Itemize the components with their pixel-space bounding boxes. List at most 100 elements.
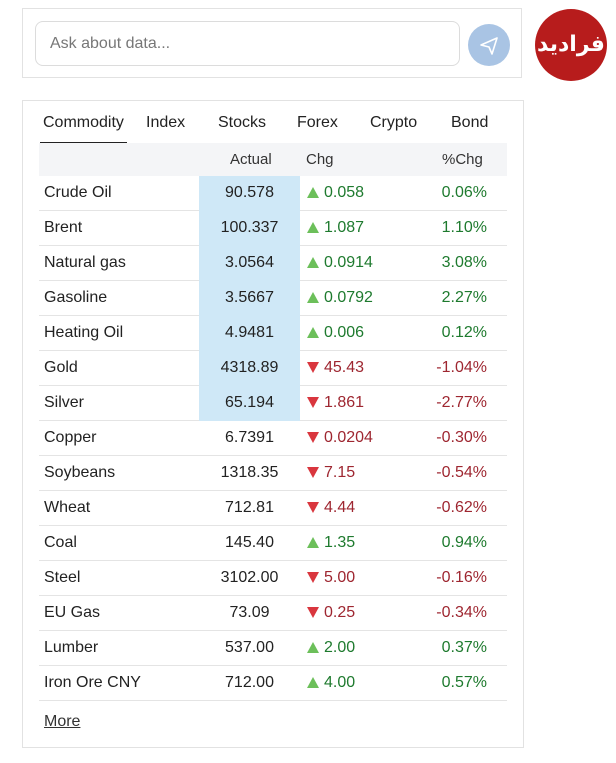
highlight [199,281,300,316]
tab[interactable]: Forex [297,114,338,131]
change-value: 4.44 [324,499,356,516]
table-row: Lumber 537.00 2.00 0.37% [39,631,507,666]
commodity-name: Crude Oil [44,184,112,201]
search-panel [22,8,522,78]
commodity-name: Gold [44,359,78,376]
pct-change: -1.04% [436,359,487,376]
actual-value: 65.194 [225,394,274,411]
table-row: EU Gas 73.09 0.25 -0.34% [39,596,507,631]
direction-icon [307,222,319,233]
change-value: 0.25 [324,604,356,621]
direction-icon [307,502,319,513]
pct-change: -0.16% [436,569,487,586]
commodity-name: Iron Ore CNY [44,674,141,691]
search-input[interactable]: Ask about data... [35,21,460,66]
pct-change: 2.27% [441,289,487,306]
pct-change: 0.12% [441,324,487,341]
table-row: Copper 6.7391 0.0204 -0.30% [39,421,507,456]
tab[interactable]: Index [146,114,186,131]
direction-icon [307,432,319,443]
table-row: Gasoline 3.5667 0.0792 2.27% [39,281,507,316]
commodity-name: Wheat [44,499,91,516]
table-header: Actual Chg %Chg [39,143,507,176]
pct-change: 3.08% [441,254,487,271]
actual-value: 73.09 [229,604,270,621]
actual-value: 4318.89 [220,359,279,376]
highlight [199,316,300,351]
table-row: Brent 100.337 1.087 1.10% [39,211,507,246]
pct-change: 1.10% [441,219,487,236]
change-value: 0.058 [324,184,365,201]
actual-value: 90.578 [225,184,274,201]
direction-icon [307,362,319,373]
pct-change: -2.77% [436,394,487,411]
commodity-name: Coal [44,534,77,551]
logo[interactable]: فرادید [535,9,607,81]
commodity-name: EU Gas [44,604,101,621]
direction-icon [307,677,319,688]
actual-value: 100.337 [220,219,279,236]
commodity-name: Copper [44,429,97,446]
pct-change: -0.30% [436,429,487,446]
table-card [22,100,524,748]
actual-value: 4.9481 [225,324,274,341]
direction-icon [307,467,319,478]
commodity-name: Natural gas [44,254,126,271]
actual-value: 6.7391 [225,429,274,446]
highlight [199,386,300,421]
change-value: 0.0204 [324,429,373,446]
pct-change: 0.37% [441,639,487,656]
change-value: 45.43 [324,359,365,376]
table-row: Heating Oil 4.9481 0.006 0.12% [39,316,507,351]
tab[interactable]: Crypto [370,114,418,131]
actual-value: 712.81 [225,499,274,516]
change-value: 0.0914 [324,254,373,271]
table-row: Natural gas 3.0564 0.0914 3.08% [39,246,507,281]
commodity-name: Lumber [44,639,99,656]
pct-change: 0.06% [441,184,487,201]
pct-change: -0.54% [436,464,487,481]
highlight [199,246,300,281]
commodity-name: Steel [44,569,81,586]
direction-icon [307,572,319,583]
change-value: 0.006 [324,324,365,341]
change-value: 1.861 [324,394,365,411]
commodity-name: Soybeans [44,464,116,481]
pct-change: -0.62% [436,499,487,516]
pct-change: -0.34% [436,604,487,621]
table-row: Crude Oil 90.578 0.058 0.06% [39,176,507,211]
send-button[interactable] [468,24,510,66]
header-cell: Chg [306,151,334,168]
commodity-name: Silver [44,394,85,411]
change-value: 1.35 [324,534,356,551]
actual-value: 1318.35 [220,464,279,481]
actual-value: 145.40 [225,534,274,551]
pct-change: 0.57% [441,674,487,691]
actual-value: 537.00 [225,639,274,656]
more-link[interactable]: More [44,713,81,730]
actual-value: 3.0564 [225,254,274,271]
pct-change: 0.94% [441,534,487,551]
table-row: Iron Ore CNY 712.00 4.00 0.57% [39,666,507,701]
table-row: Coal 145.40 1.35 0.94% [39,526,507,561]
change-value: 1.087 [324,219,365,236]
highlight [199,176,300,211]
direction-icon [307,397,319,408]
direction-icon [307,257,319,268]
actual-value: 3.5667 [225,289,274,306]
tab[interactable]: Commodity [40,114,127,144]
table-row: Soybeans 1318.35 7.15 -0.54% [39,456,507,491]
change-value: 0.0792 [324,289,373,306]
direction-icon [307,537,319,548]
header-cell: Actual [230,151,272,168]
highlight [199,351,300,386]
direction-icon [307,642,319,653]
direction-icon [307,327,319,338]
table-row: Wheat 712.81 4.44 -0.62% [39,491,507,526]
tab[interactable]: Stocks [218,114,267,131]
tab[interactable]: Bond [451,114,489,131]
highlight [199,211,300,246]
table-row: Silver 65.194 1.861 -2.77% [39,386,507,421]
change-value: 5.00 [324,569,356,586]
